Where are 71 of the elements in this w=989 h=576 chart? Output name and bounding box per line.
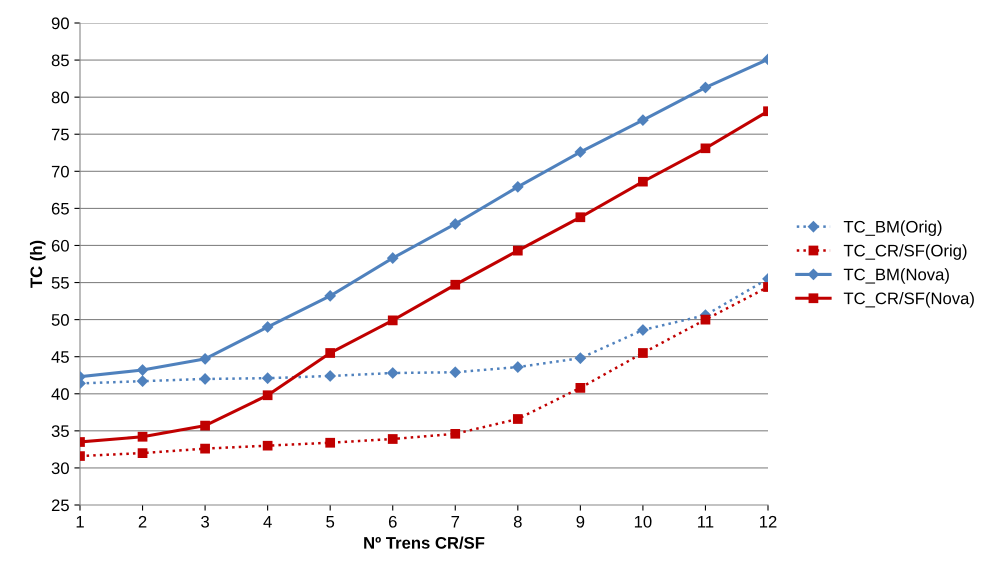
point — [574, 352, 586, 364]
x-tick-label: 9 — [576, 516, 584, 528]
point — [387, 252, 398, 264]
y-tick-label: 75 — [52, 128, 69, 140]
x-tick-label: 3 — [201, 516, 209, 528]
x-tick-label: 6 — [388, 516, 397, 528]
legend-label: TC_CR/SF(Orig) — [844, 244, 966, 260]
point — [325, 348, 336, 358]
y-tick-label: 65 — [52, 202, 69, 215]
point — [324, 290, 336, 302]
point — [700, 143, 710, 154]
point — [576, 212, 586, 222]
point — [638, 348, 648, 358]
point — [138, 448, 148, 458]
y-tick-label: 60 — [52, 240, 69, 252]
point — [638, 176, 648, 187]
point — [700, 82, 712, 94]
point — [324, 370, 336, 382]
point — [262, 372, 274, 384]
point — [388, 434, 398, 444]
y-tick-label: 25 — [52, 499, 69, 512]
legend-label: TC_CR/SF(Nova) — [844, 292, 974, 308]
y-tick-label: 50 — [52, 314, 69, 326]
point — [450, 218, 461, 230]
x-tick-label: 12 — [760, 516, 776, 528]
x-tick-label: 4 — [263, 516, 272, 528]
point — [136, 376, 148, 387]
y-axis-title: TC (h) — [30, 240, 46, 288]
y-tick-label: 85 — [52, 54, 69, 66]
point — [136, 364, 148, 376]
x-tick-label: 10 — [634, 516, 652, 528]
legend-label: TC_BM(Nova) — [844, 268, 949, 284]
y-tick-label: 45 — [51, 351, 69, 363]
point — [262, 440, 272, 451]
x-tick-label: 11 — [698, 516, 714, 528]
y-tick-label: 55 — [52, 277, 69, 289]
point — [512, 414, 523, 424]
point — [637, 114, 649, 126]
x-tick-label: 5 — [326, 516, 334, 528]
point — [512, 246, 523, 256]
point — [262, 321, 274, 333]
point — [637, 324, 649, 336]
point — [450, 280, 460, 290]
point — [262, 390, 272, 400]
y-tick-label: 40 — [51, 388, 69, 400]
point — [512, 361, 524, 373]
point — [325, 438, 336, 448]
x-axis-title: Nº Trens CR/SF — [364, 536, 484, 549]
y-tick-label: 80 — [52, 92, 69, 104]
point — [700, 314, 710, 324]
y-tick-label: 30 — [52, 462, 69, 474]
point — [200, 444, 210, 454]
point — [388, 315, 398, 326]
x-tick-label: 7 — [451, 516, 460, 528]
point — [450, 366, 461, 378]
point — [200, 420, 210, 431]
point — [512, 181, 524, 192]
point — [138, 432, 148, 442]
point — [387, 367, 398, 379]
point — [574, 146, 586, 158]
x-tick-label: 8 — [514, 516, 522, 528]
point — [199, 353, 211, 365]
point — [199, 373, 211, 385]
x-tick-label: 2 — [138, 516, 146, 528]
point — [576, 382, 586, 393]
y-tick-label: 90 — [52, 17, 69, 30]
x-tick-label: 1 — [76, 516, 84, 528]
y-tick-label: 35 — [52, 425, 69, 438]
point — [450, 428, 460, 439]
y-tick-label: 70 — [52, 166, 69, 178]
legend-label: TC_BM(Orig) — [844, 220, 942, 236]
